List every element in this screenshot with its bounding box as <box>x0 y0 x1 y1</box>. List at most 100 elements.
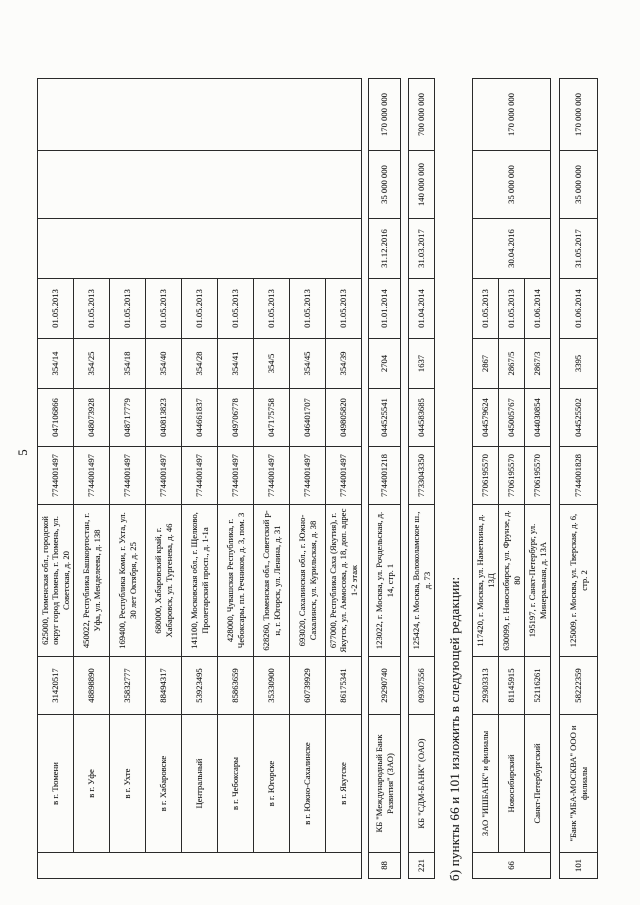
branch-name-cell: в г. Тюмени <box>37 714 74 853</box>
bik-cell: 045005767 <box>498 388 525 447</box>
capital-cell-1: 140 000 000 <box>408 150 435 219</box>
branch-name-cell: в г. Чебоксары <box>217 714 254 853</box>
inn-cell: 7744001218 <box>368 446 401 505</box>
row-number-cell: 221 <box>408 852 435 879</box>
reg-number-cell: 354/14 <box>37 338 74 389</box>
date-start-cell: 01.01.2014 <box>368 278 401 339</box>
bik-cell: 044583685 <box>408 388 435 447</box>
table-row: 101 "Банк "МБА-МОСКВА" ООО и филиалы 582… <box>559 78 598 879</box>
date-start-cell: 01.05.2013 <box>181 278 218 339</box>
bik-cell: 049805820 <box>325 388 362 447</box>
date-start-cell: 01.05.2013 <box>217 278 254 339</box>
date-start-cell: 01.06.2014 <box>524 278 551 339</box>
bank-branches-table: в г. Тюмени 31420517 625000, Тюменская о… <box>37 78 362 879</box>
okpo-cell: 35330900 <box>253 656 290 715</box>
bank-row-66-table: 66 ЗАО "ИШБАНК" и филиалы 29303313 11742… <box>472 78 551 879</box>
inn-cell: 7744001497 <box>145 446 182 505</box>
date-end-cell: 31.12.2016 <box>368 218 401 279</box>
reg-number-cell: 354/18 <box>109 338 146 389</box>
bik-cell: 046401707 <box>289 388 326 447</box>
inn-cell: 7733043350 <box>408 446 435 505</box>
okpo-cell: 53923495 <box>181 656 218 715</box>
bik-cell: 044525541 <box>368 388 401 447</box>
inn-cell: 7706195570 <box>472 446 499 505</box>
row-number-cell <box>37 852 362 879</box>
row-number-cell: 88 <box>368 852 401 879</box>
bik-cell: 048717779 <box>109 388 146 447</box>
date-end-cell: 31.03.2017 <box>408 218 435 279</box>
bik-cell: 044579624 <box>472 388 499 447</box>
inn-cell: 7706195570 <box>524 446 551 505</box>
table-row: 88 КБ "Международный Банк Развития" (ЗАО… <box>368 78 401 879</box>
okpo-cell: 35832777 <box>109 656 146 715</box>
capital-cell-1 <box>37 150 362 219</box>
okpo-cell: 29303313 <box>472 656 499 715</box>
section-b-heading: б) пункты 66 и 101 изложить в следующей … <box>447 576 462 881</box>
reg-number-cell: 354/25 <box>73 338 110 389</box>
reg-number-cell: 2704 <box>368 338 401 389</box>
address-cell: 450022, Республика Башкортостан, г. Уфа,… <box>73 504 110 657</box>
bik-cell: 047106866 <box>37 388 74 447</box>
branch-name-cell: в г. Южно-Сахалинске <box>289 714 326 853</box>
okpo-cell: 31420517 <box>37 656 74 715</box>
date-end-cell <box>37 218 362 279</box>
branch-name-cell: в г. Уфе <box>73 714 110 853</box>
reg-number-cell: 354/41 <box>217 338 254 389</box>
reg-number-cell: 2867 <box>472 338 499 389</box>
bank-name-cell: ЗАО "ИШБАНК" и филиалы <box>472 714 499 853</box>
page-number: 5 <box>16 449 30 456</box>
bank-name-cell: КБ "СДМ-БАНК" (ОАО) <box>408 714 435 853</box>
address-cell: 141100, Московская обл., г. Щелково, Про… <box>181 504 218 657</box>
date-end-cell: 31.05.2017 <box>559 218 598 279</box>
reg-number-cell: 3395 <box>559 338 598 389</box>
address-cell: 169400, Республика Коми, г. Ухта, ул. 30… <box>109 504 146 657</box>
table-row: в г. Тюмени 31420517 625000, Тюменская о… <box>37 78 362 879</box>
branch-name-cell: Центральный <box>181 714 218 853</box>
date-start-cell: 01.05.2013 <box>145 278 182 339</box>
row-number-cell: 66 <box>472 852 551 879</box>
okpo-cell: 81145915 <box>498 656 525 715</box>
table-row: 66 ЗАО "ИШБАНК" и филиалы 29303313 11742… <box>472 78 551 879</box>
address-cell: 625000, Тюменская обл., городской округ … <box>37 504 74 657</box>
capital-cell-2: 700 000 000 <box>408 78 435 151</box>
bank-row-88-table: 88 КБ "Международный Банк Развития" (ЗАО… <box>368 78 401 879</box>
branch-name-cell: в г. Якутске <box>325 714 362 853</box>
okpo-cell: 58222359 <box>559 656 598 715</box>
date-start-cell: 01.05.2013 <box>109 278 146 339</box>
inn-cell: 7706195570 <box>498 446 525 505</box>
okpo-cell: 88494317 <box>145 656 182 715</box>
reg-number-cell: 354/40 <box>145 338 182 389</box>
branch-name-cell: Новосибирский <box>498 714 525 853</box>
okpo-cell: 48898890 <box>73 656 110 715</box>
capital-cell-2: 170 000 000 <box>472 78 551 151</box>
okpo-cell: 09307556 <box>408 656 435 715</box>
address-cell: 123022, г. Москва, ул. Рочдельская, д. 1… <box>368 504 401 657</box>
inn-cell: 7744001497 <box>325 446 362 505</box>
inn-cell: 7744001497 <box>73 446 110 505</box>
inn-cell: 7744001497 <box>181 446 218 505</box>
capital-cell-2: 170 000 000 <box>368 78 401 151</box>
date-start-cell: 01.05.2013 <box>325 278 362 339</box>
okpo-cell: 52116261 <box>524 656 551 715</box>
table-row: 221 КБ "СДМ-БАНК" (ОАО) 09307556 125424,… <box>408 78 435 879</box>
bik-cell: 047175758 <box>253 388 290 447</box>
okpo-cell: 86175341 <box>325 656 362 715</box>
reg-number-cell: 2867/5 <box>498 338 525 389</box>
capital-cell-2: 170 000 000 <box>559 78 598 151</box>
bik-cell: 044661837 <box>181 388 218 447</box>
bik-cell: 044030854 <box>524 388 551 447</box>
inn-cell: 7744001497 <box>217 446 254 505</box>
date-start-cell: 01.05.2013 <box>289 278 326 339</box>
capital-cell-1: 35 000 000 <box>472 150 551 219</box>
address-cell: 680000, Хабаровский край, г. Хабаровск, … <box>145 504 182 657</box>
date-start-cell: 01.05.2013 <box>37 278 74 339</box>
reg-number-cell: 354/39 <box>325 338 362 389</box>
bank-name-cell: "Банк "МБА-МОСКВА" ООО и филиалы <box>559 714 598 853</box>
address-cell: 693020, Сахалинская обл., г. Южно-Сахали… <box>289 504 326 657</box>
branch-name-cell: в г. Хабаровске <box>145 714 182 853</box>
date-end-cell: 30.04.2016 <box>472 218 551 279</box>
bik-cell: 040813823 <box>145 388 182 447</box>
capital-cell-2 <box>37 78 362 151</box>
reg-number-cell: 354/28 <box>181 338 218 389</box>
bik-cell: 049706778 <box>217 388 254 447</box>
